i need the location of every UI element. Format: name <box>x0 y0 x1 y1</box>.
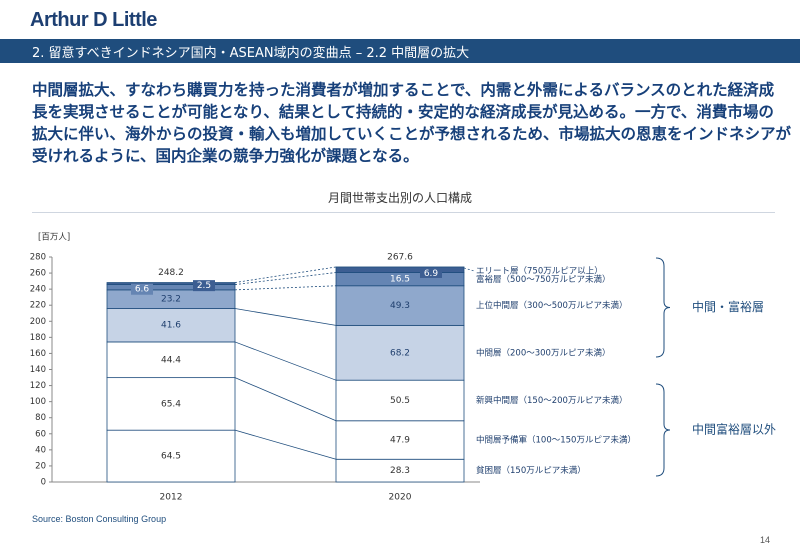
section-title: 2. 留意すべきインドネシア国内・ASEAN域内の変曲点 – 2.2 中間層の拡… <box>32 46 470 61</box>
bar-connector-line <box>234 341 337 381</box>
page-number: 14 <box>759 535 770 545</box>
bracket-upper-group <box>655 257 671 358</box>
bar-segment <box>335 420 465 460</box>
bar-segment <box>335 266 465 273</box>
bar-connector-line <box>234 429 337 460</box>
y-tick-label: 220 <box>30 301 46 311</box>
series-label: 中間層（200～300万ルピア未満） <box>476 347 610 358</box>
bar-total-label: 267.6 <box>387 252 413 262</box>
y-tick-label: 40 <box>35 445 46 455</box>
series-label: 上位中間層（300～500万ルピア未満） <box>476 300 627 311</box>
series-label: 富裕層（500～750万ルピア未満） <box>476 274 610 285</box>
bar-segment <box>335 324 465 381</box>
bar-value-label: 16.5 <box>390 275 410 285</box>
bar-value-label: 49.3 <box>390 301 410 311</box>
series-label: 中間層予備軍（100～150万ルピア未満） <box>476 435 636 446</box>
bar-value-label: 28.3 <box>390 466 410 476</box>
bracket-lower-group <box>655 383 671 477</box>
y-tick-label: 80 <box>35 413 46 423</box>
small-label-box <box>193 280 215 292</box>
chart-title: 月間世帯支出別の人口構成 <box>327 191 472 205</box>
title-divider <box>32 212 775 213</box>
bar-total-label: 248.2 <box>158 268 184 278</box>
company-logo: Arthur D Little <box>30 9 157 31</box>
bar-segment <box>335 285 465 326</box>
y-tick-label: 260 <box>30 269 46 279</box>
bar-value-label: 64.5 <box>161 452 181 462</box>
bar-connector-line <box>234 285 337 291</box>
bar-value-label: 65.4 <box>161 399 181 409</box>
source-note: Source: Boston Consulting Group <box>32 514 167 524</box>
bar-value-label: 6.6 <box>135 285 150 295</box>
y-tick-label: 100 <box>30 397 46 407</box>
lead-text: 中間層拡大、すなわち購買力を持った消費者が増加することで、内需と外需によるバラン… <box>32 79 792 167</box>
lead-line: 拡大に伴い、海外からの投資・輸入も増加していくことが予想されるため、市場拡大の恩… <box>32 125 792 143</box>
lead-line: 長を実現させることが可能となり、結果として持続的・安定的な経済成長が見込める。一… <box>32 103 774 121</box>
y-axis-label: [百万人] <box>38 233 70 243</box>
bar-connector-line <box>234 377 337 422</box>
y-tick-label: 240 <box>30 285 46 295</box>
series-label: エリート層（750万ルピア以上） <box>476 265 603 276</box>
x-tick-label: 2020 <box>389 493 412 503</box>
bar-segment <box>106 377 236 431</box>
bar-connector-line <box>234 266 337 283</box>
group-label-lower: 中間富裕層以外 <box>692 422 776 437</box>
y-tick-label: 0 <box>41 478 46 488</box>
y-tick-label: 160 <box>30 349 46 359</box>
y-tick-label: 20 <box>35 461 46 471</box>
bar-value-label: 6.9 <box>424 269 439 279</box>
x-tick-label: 2012 <box>160 493 183 503</box>
bar-value-label: 2.5 <box>197 281 211 291</box>
bar-segment <box>106 341 236 379</box>
bar-value-label: 47.9 <box>390 436 410 446</box>
y-tick-label: 280 <box>30 253 46 263</box>
bar-value-label: 23.2 <box>161 295 181 305</box>
y-tick-label: 60 <box>35 429 46 439</box>
series-label: 貧困層（150万ルピア未満） <box>476 465 586 476</box>
y-tick-label: 180 <box>30 333 46 343</box>
series-label: 新興中間層（150～200万ルピア未満） <box>476 395 627 406</box>
bar-segment <box>106 308 236 343</box>
y-tick-label: 140 <box>30 365 46 375</box>
bar-value-label: 41.6 <box>161 321 181 331</box>
y-tick-label: 200 <box>30 317 46 327</box>
section-banner: 2. 留意すべきインドネシア国内・ASEAN域内の変曲点 – 2.2 中間層の拡… <box>0 39 800 63</box>
lead-line: 中間層拡大、すなわち購買力を持った消費者が増加することで、内需と外需によるバラン… <box>32 81 775 99</box>
bar-segment <box>106 282 236 285</box>
small-label-box <box>420 267 442 278</box>
lead-line: 受けれるように、国内企業の競争力強化が課題となる。 <box>32 147 419 165</box>
bar-value-label: 50.5 <box>390 396 410 406</box>
bar-segment <box>106 429 236 483</box>
bar-segment <box>106 284 236 291</box>
y-tick-label: 120 <box>30 381 46 391</box>
bar-connector-line <box>234 308 337 326</box>
leader-line <box>463 267 475 272</box>
bar-connector-line <box>234 272 337 285</box>
bar-value-label: 68.2 <box>390 348 410 358</box>
small-label-box <box>131 283 153 295</box>
group-label-upper: 中間・富裕層 <box>692 299 764 314</box>
bar-value-label: 44.4 <box>161 355 181 365</box>
